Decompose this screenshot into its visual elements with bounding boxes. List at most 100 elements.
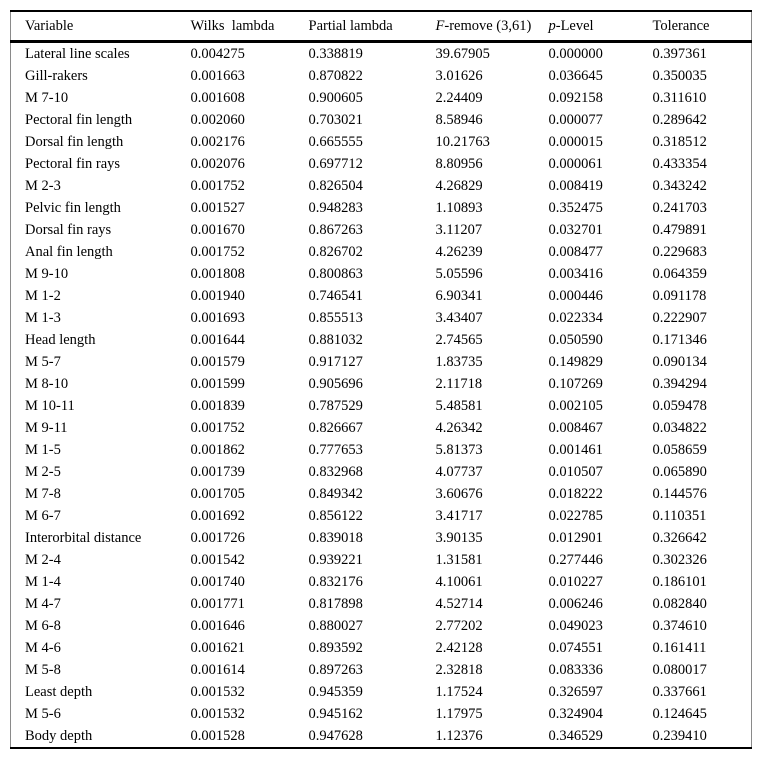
value-cell: 6.90341: [435, 288, 483, 304]
value-cell: 2.32818: [435, 662, 483, 678]
table-row: M 2-4 0.001542 0.939221 1.31581 0.277446 0.30…: [11, 549, 752, 571]
variable-name-cell: Pectoral fin rays: [25, 156, 121, 172]
value-cell: 4.26829: [435, 178, 483, 194]
value-cell: 0.001839: [190, 398, 245, 414]
value-cell: 0.080017: [652, 662, 707, 678]
value-cell: 0.001726: [190, 530, 245, 546]
table-row: M 1-4 0.001740 0.832176 4.10061 0.010227 0.18…: [11, 571, 752, 593]
value-cell: 0.326597: [548, 684, 603, 700]
value-cell: 2.77202: [435, 618, 483, 634]
value-cell: 0.001646: [190, 618, 245, 634]
value-cell: 0.002076: [190, 156, 245, 172]
value-cell: 2.11718: [435, 376, 483, 392]
value-cell: 0.817898: [308, 596, 363, 612]
value-cell: 4.26239: [435, 244, 483, 260]
variable-name-cell: M 7-8: [25, 486, 61, 502]
value-cell: 0.222907: [652, 310, 707, 326]
value-cell: 0.001692: [190, 508, 245, 524]
header-row: Variable Wilks lambda Partial lambda F-remo…: [10, 11, 752, 43]
variable-name-cell: Dorsal fin length: [25, 134, 124, 150]
variable-name-cell: Dorsal fin rays: [25, 222, 112, 238]
value-cell: 0.948283: [308, 200, 363, 216]
value-cell: 0.897263: [308, 662, 363, 678]
value-cell: 1.17975: [435, 706, 483, 722]
value-cell: 1.12376: [435, 728, 483, 744]
value-cell: 0.001752: [190, 420, 245, 436]
value-cell: 3.01626: [435, 68, 483, 84]
value-cell: 0.001771: [190, 596, 245, 612]
value-cell: 0.001670: [190, 222, 245, 238]
header-text: -remove (3,61): [444, 17, 532, 34]
value-cell: 0.277446: [548, 552, 603, 568]
value-cell: 0.003416: [548, 266, 603, 282]
value-cell: 3.11207: [435, 222, 483, 238]
table-row: Least depth 0.001532 0.945359 1.17524 0.3265…: [11, 681, 752, 703]
table-row: Pectoral fin length 0.002060 0.703021 8.589…: [11, 109, 752, 131]
value-cell: 0.010507: [548, 464, 603, 480]
value-cell: 0.905696: [308, 376, 363, 392]
value-cell: 2.24409: [435, 90, 483, 106]
value-cell: 0.001693: [190, 310, 245, 326]
variable-name-cell: Pelvic fin length: [25, 200, 121, 216]
value-cell: 0.350035: [652, 68, 707, 84]
value-cell: 0.703021: [308, 112, 363, 128]
value-cell: 0.001608: [190, 90, 245, 106]
value-cell: 0.001528: [190, 728, 245, 744]
header-text: Tolerance: [652, 17, 710, 34]
value-cell: 0.049023: [548, 618, 603, 634]
variable-name-cell: M 5-7: [25, 354, 61, 370]
value-cell: 0.107269: [548, 376, 603, 392]
value-cell: 0.001614: [190, 662, 245, 678]
value-cell: 0.001705: [190, 486, 245, 502]
value-cell: 0.849342: [308, 486, 363, 502]
table-row: M 1-2 0.001940 0.746541 6.90341 0.000446 0.09…: [11, 285, 752, 307]
value-cell: 0.697712: [308, 156, 363, 172]
value-cell: 0.000015: [548, 134, 603, 150]
header-text: Variable: [25, 17, 74, 34]
value-cell: 3.90135: [435, 530, 483, 546]
value-cell: 0.034822: [652, 420, 707, 436]
value-cell: 0.352475: [548, 200, 603, 216]
value-cell: 0.326642: [652, 530, 707, 546]
column-header-wilks-lambda: Wilks lambda: [190, 11, 309, 43]
value-cell: 0.433354: [652, 156, 707, 172]
value-cell: 0.002176: [190, 134, 245, 150]
value-cell: 0.343242: [652, 178, 707, 194]
value-cell: 5.05596: [435, 266, 483, 282]
table-row: M 6-7 0.001692 0.856122 3.41717 0.022785 0.11…: [11, 505, 752, 527]
value-cell: 0.001752: [190, 244, 245, 260]
variable-name-cell: M 8-10: [25, 376, 69, 392]
value-cell: 0.881032: [308, 332, 363, 348]
table-row: M 4-6 0.001621 0.893592 2.42128 0.074551 0.16…: [11, 637, 752, 659]
value-cell: 4.26342: [435, 420, 483, 436]
value-cell: 0.001740: [190, 574, 245, 590]
value-cell: 2.42128: [435, 640, 483, 656]
table-row: M 2-5 0.001739 0.832968 4.07737 0.010507 0.06…: [11, 461, 752, 483]
value-cell: 5.81373: [435, 442, 483, 458]
value-cell: 0.000061: [548, 156, 603, 172]
table-row: Dorsal fin length 0.002176 0.665555 10.2176…: [11, 131, 752, 153]
value-cell: 0.001644: [190, 332, 245, 348]
table-row: Lateral line scales 0.004275 0.338819 39.67…: [11, 42, 752, 66]
value-cell: 0.065890: [652, 464, 707, 480]
table-row: M 9-10 0.001808 0.800863 5.05596 0.003416 0.0…: [11, 263, 752, 285]
value-cell: 0.008467: [548, 420, 603, 436]
value-cell: 0.090134: [652, 354, 707, 370]
value-cell: 4.07737: [435, 464, 483, 480]
value-cell: 4.52714: [435, 596, 483, 612]
value-cell: 1.83735: [435, 354, 483, 370]
value-cell: 3.43407: [435, 310, 483, 326]
value-cell: 0.000000: [548, 46, 603, 62]
value-cell: 0.059478: [652, 398, 707, 414]
value-cell: 0.945359: [308, 684, 363, 700]
variable-name-cell: M 1-3: [25, 310, 61, 326]
value-cell: 0.001532: [190, 706, 245, 722]
value-cell: 0.058659: [652, 442, 707, 458]
variable-name-cell: M 9-10: [25, 266, 69, 282]
value-cell: 0.001621: [190, 640, 245, 656]
variable-name-cell: M 2-3: [25, 178, 61, 194]
value-cell: 0.002105: [548, 398, 603, 414]
table-row: Head length 0.001644 0.881032 2.74565 0.0505…: [11, 329, 752, 351]
value-cell: 0.374610: [652, 618, 707, 634]
value-cell: 0.001940: [190, 288, 245, 304]
